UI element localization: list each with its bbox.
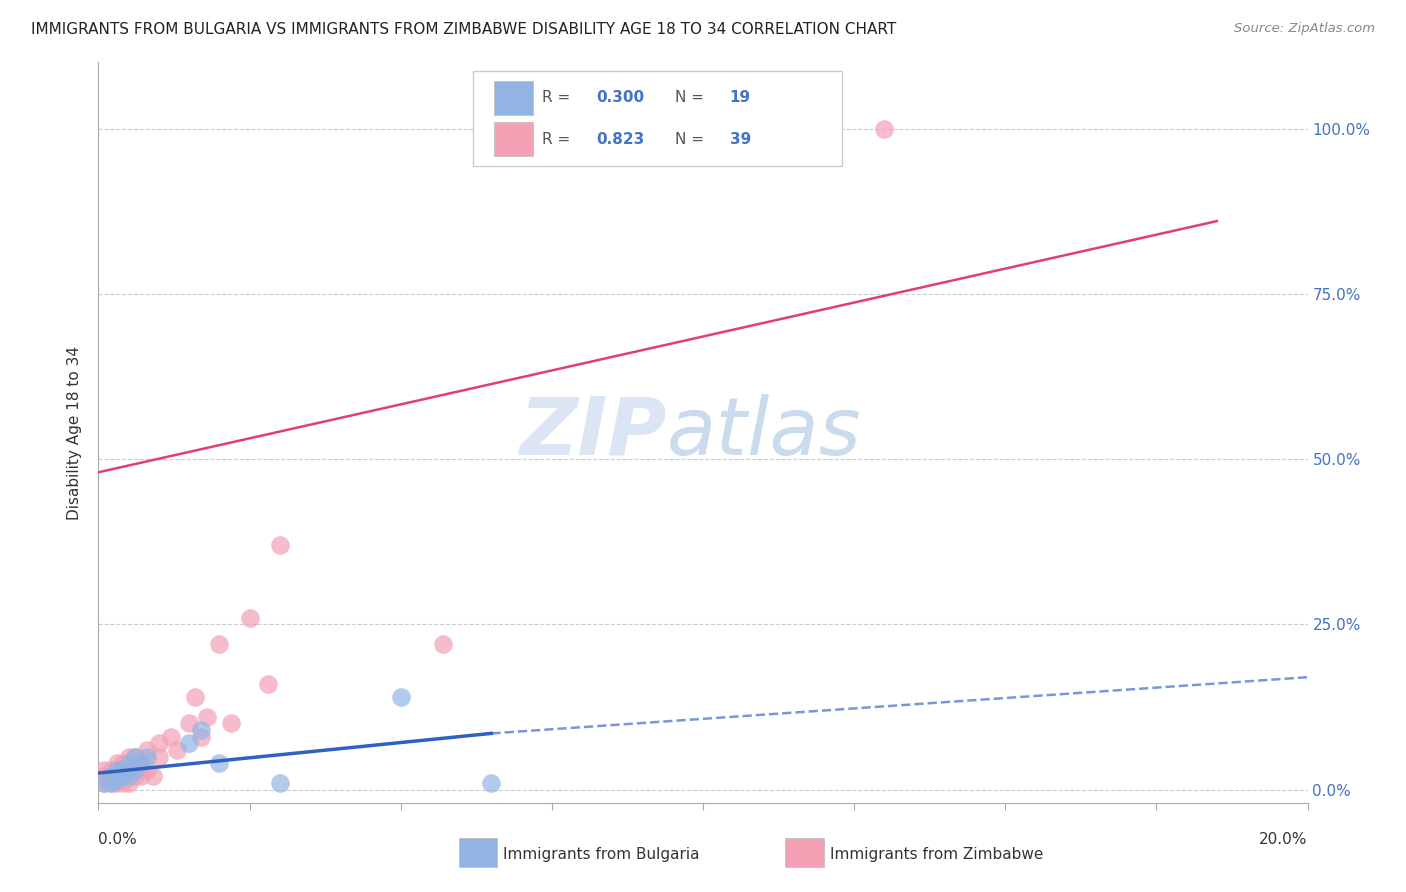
Point — [124, 769, 146, 783]
Point — [148, 736, 170, 750]
Point — [148, 749, 170, 764]
Text: N =: N = — [675, 90, 709, 105]
Point — [208, 637, 231, 651]
FancyBboxPatch shape — [785, 838, 824, 867]
Text: 39: 39 — [730, 132, 751, 147]
Text: R =: R = — [543, 132, 575, 147]
Point — [118, 756, 141, 771]
Point — [111, 756, 134, 771]
Point — [256, 677, 278, 691]
Point — [105, 776, 128, 790]
Point — [105, 763, 128, 777]
Point — [142, 769, 165, 783]
Point — [179, 736, 201, 750]
Point — [129, 756, 152, 771]
Text: ZIP: ZIP — [519, 393, 666, 472]
FancyBboxPatch shape — [474, 71, 842, 166]
Point — [105, 772, 128, 787]
Point — [93, 776, 115, 790]
Point — [190, 723, 212, 737]
Point — [432, 637, 454, 651]
FancyBboxPatch shape — [494, 81, 533, 115]
Text: 19: 19 — [730, 90, 751, 105]
Point — [481, 776, 503, 790]
Point — [118, 749, 141, 764]
Point — [195, 710, 218, 724]
Point — [105, 763, 128, 777]
Point — [129, 769, 152, 783]
Text: R =: R = — [543, 90, 575, 105]
Text: 0.300: 0.300 — [596, 90, 645, 105]
Point — [179, 716, 201, 731]
FancyBboxPatch shape — [458, 838, 498, 867]
Point — [269, 538, 291, 552]
Point — [124, 763, 146, 777]
Point — [135, 763, 157, 777]
Point — [93, 769, 115, 783]
Text: atlas: atlas — [666, 393, 862, 472]
Point — [389, 690, 412, 704]
Point — [221, 716, 243, 731]
Text: 20.0%: 20.0% — [1260, 831, 1308, 847]
Point — [111, 763, 134, 777]
Point — [118, 763, 141, 777]
Point — [100, 769, 122, 783]
Point — [100, 769, 122, 783]
Point — [208, 756, 231, 771]
Point — [100, 763, 122, 777]
Text: Source: ZipAtlas.com: Source: ZipAtlas.com — [1234, 22, 1375, 36]
Point — [118, 769, 141, 783]
Point — [160, 730, 183, 744]
Text: IMMIGRANTS FROM BULGARIA VS IMMIGRANTS FROM ZIMBABWE DISABILITY AGE 18 TO 34 COR: IMMIGRANTS FROM BULGARIA VS IMMIGRANTS F… — [31, 22, 896, 37]
Point — [111, 769, 134, 783]
Point — [190, 730, 212, 744]
Point — [111, 776, 134, 790]
Text: Immigrants from Zimbabwe: Immigrants from Zimbabwe — [830, 847, 1043, 863]
Point — [105, 756, 128, 771]
Text: Immigrants from Bulgaria: Immigrants from Bulgaria — [503, 847, 700, 863]
Point — [239, 611, 262, 625]
FancyBboxPatch shape — [494, 122, 533, 156]
Point — [118, 776, 141, 790]
Point — [124, 763, 146, 777]
Point — [100, 776, 122, 790]
Point — [93, 776, 115, 790]
Point — [129, 756, 152, 771]
Text: 0.823: 0.823 — [596, 132, 645, 147]
Text: N =: N = — [675, 132, 709, 147]
Point — [166, 743, 188, 757]
Y-axis label: Disability Age 18 to 34: Disability Age 18 to 34 — [67, 345, 83, 520]
Text: 0.0%: 0.0% — [98, 831, 138, 847]
Point — [269, 776, 291, 790]
Point — [100, 776, 122, 790]
Point — [184, 690, 207, 704]
Point — [135, 749, 157, 764]
Point — [105, 769, 128, 783]
Point — [93, 763, 115, 777]
Point — [111, 769, 134, 783]
Point — [124, 749, 146, 764]
Point — [135, 743, 157, 757]
Point — [873, 121, 896, 136]
Point — [124, 749, 146, 764]
